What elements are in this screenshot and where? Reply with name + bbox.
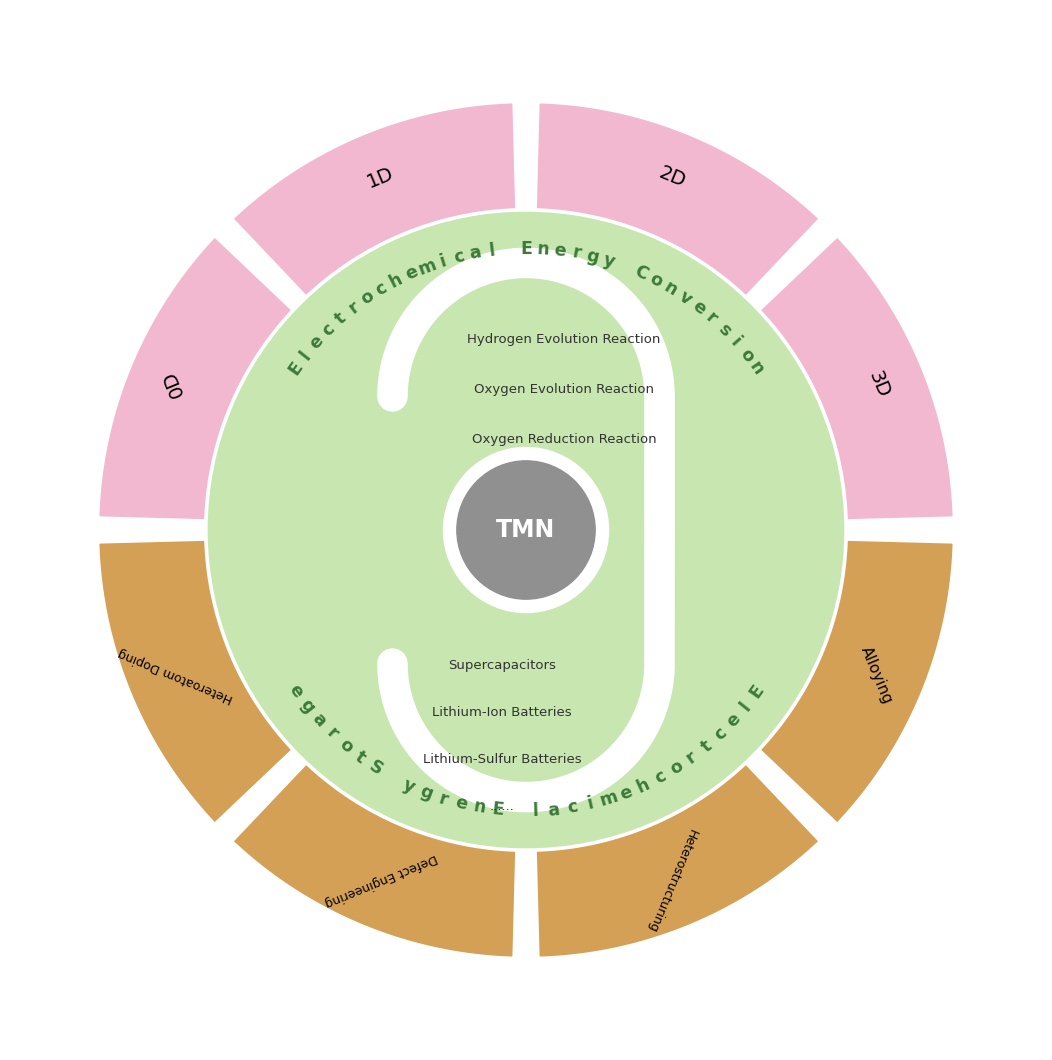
Text: a: a — [308, 710, 329, 730]
Text: e: e — [402, 263, 421, 284]
Text: S: S — [366, 757, 386, 779]
Text: Hydrogen Evolution Reaction: Hydrogen Evolution Reaction — [467, 333, 661, 346]
Text: y: y — [400, 775, 418, 796]
Text: l: l — [736, 699, 754, 714]
Text: s: s — [714, 320, 734, 340]
Text: c: c — [372, 279, 390, 299]
Text: y: y — [601, 251, 618, 271]
Text: r: r — [345, 298, 363, 317]
Text: e: e — [285, 682, 306, 702]
Text: l: l — [532, 802, 539, 820]
Text: n: n — [661, 278, 681, 300]
Text: Lithium-Ion Batteries: Lithium-Ion Batteries — [432, 706, 572, 719]
Circle shape — [457, 461, 595, 599]
Text: e: e — [453, 794, 469, 814]
Text: o: o — [336, 736, 357, 757]
Circle shape — [444, 447, 608, 613]
Text: n: n — [746, 358, 767, 378]
Polygon shape — [757, 538, 955, 826]
Text: e: e — [306, 332, 327, 353]
Polygon shape — [97, 234, 295, 522]
Polygon shape — [97, 538, 295, 826]
Text: t: t — [697, 737, 715, 756]
Text: ......: ...... — [552, 483, 576, 496]
Text: Oxygen Evolution Reaction: Oxygen Evolution Reaction — [474, 383, 654, 395]
Text: C: C — [631, 262, 650, 284]
Text: c: c — [651, 767, 669, 788]
Text: e: e — [618, 782, 635, 803]
Text: o: o — [735, 344, 757, 366]
Text: t: t — [331, 308, 349, 328]
Text: 0D: 0D — [160, 368, 187, 401]
Text: Oxygen Reduction Reaction: Oxygen Reduction Reaction — [472, 432, 656, 446]
Text: 1D: 1D — [364, 163, 397, 192]
Text: n: n — [472, 797, 487, 817]
Text: e: e — [688, 297, 709, 318]
Text: n: n — [537, 240, 549, 259]
Text: E: E — [491, 800, 505, 819]
Text: E: E — [746, 682, 767, 702]
Text: r: r — [703, 308, 721, 328]
Text: Heteroatom Doping: Heteroatom Doping — [117, 646, 235, 705]
Text: Heterostructuring: Heterostructuring — [644, 827, 699, 934]
Text: TMN: TMN — [497, 518, 555, 542]
Text: E: E — [285, 358, 306, 378]
Text: o: o — [357, 287, 377, 308]
Text: m: m — [416, 255, 439, 279]
Text: g: g — [585, 247, 601, 267]
Text: ......: ...... — [490, 799, 514, 813]
Text: t: t — [351, 748, 369, 767]
Text: e: e — [552, 241, 567, 261]
Text: c: c — [710, 724, 730, 744]
Text: i: i — [727, 334, 744, 351]
Text: 2D: 2D — [655, 163, 688, 192]
Polygon shape — [230, 101, 518, 298]
Text: e: e — [723, 710, 744, 731]
Text: c: c — [318, 320, 338, 340]
Text: 3D: 3D — [865, 368, 892, 401]
Text: l: l — [488, 242, 497, 260]
Circle shape — [82, 87, 970, 973]
Text: r: r — [437, 789, 450, 809]
Text: h: h — [386, 269, 406, 292]
Text: E: E — [520, 240, 532, 258]
Text: Supercapacitors: Supercapacitors — [448, 659, 557, 672]
Text: g: g — [417, 782, 434, 803]
Text: v: v — [675, 287, 694, 308]
Text: Lithium-Sulfur Batteries: Lithium-Sulfur Batteries — [423, 753, 582, 766]
Text: c: c — [452, 247, 466, 267]
Text: r: r — [570, 244, 582, 263]
Text: o: o — [647, 269, 665, 292]
Text: a: a — [468, 243, 483, 263]
Text: i: i — [586, 794, 595, 813]
Text: r: r — [323, 724, 341, 743]
Polygon shape — [757, 234, 955, 522]
Circle shape — [208, 212, 844, 848]
Polygon shape — [534, 101, 822, 298]
Text: o: o — [666, 757, 686, 779]
Polygon shape — [534, 762, 822, 959]
Text: Alloying: Alloying — [857, 644, 895, 706]
Polygon shape — [230, 762, 518, 959]
Text: h: h — [634, 775, 652, 796]
Text: a: a — [547, 800, 561, 819]
Text: i: i — [438, 251, 448, 270]
Text: l: l — [297, 347, 315, 363]
Text: g: g — [296, 695, 318, 717]
Text: m: m — [598, 788, 620, 810]
Text: c: c — [566, 798, 579, 817]
Text: r: r — [683, 747, 701, 767]
Text: Defect Engineering: Defect Engineering — [323, 851, 439, 909]
